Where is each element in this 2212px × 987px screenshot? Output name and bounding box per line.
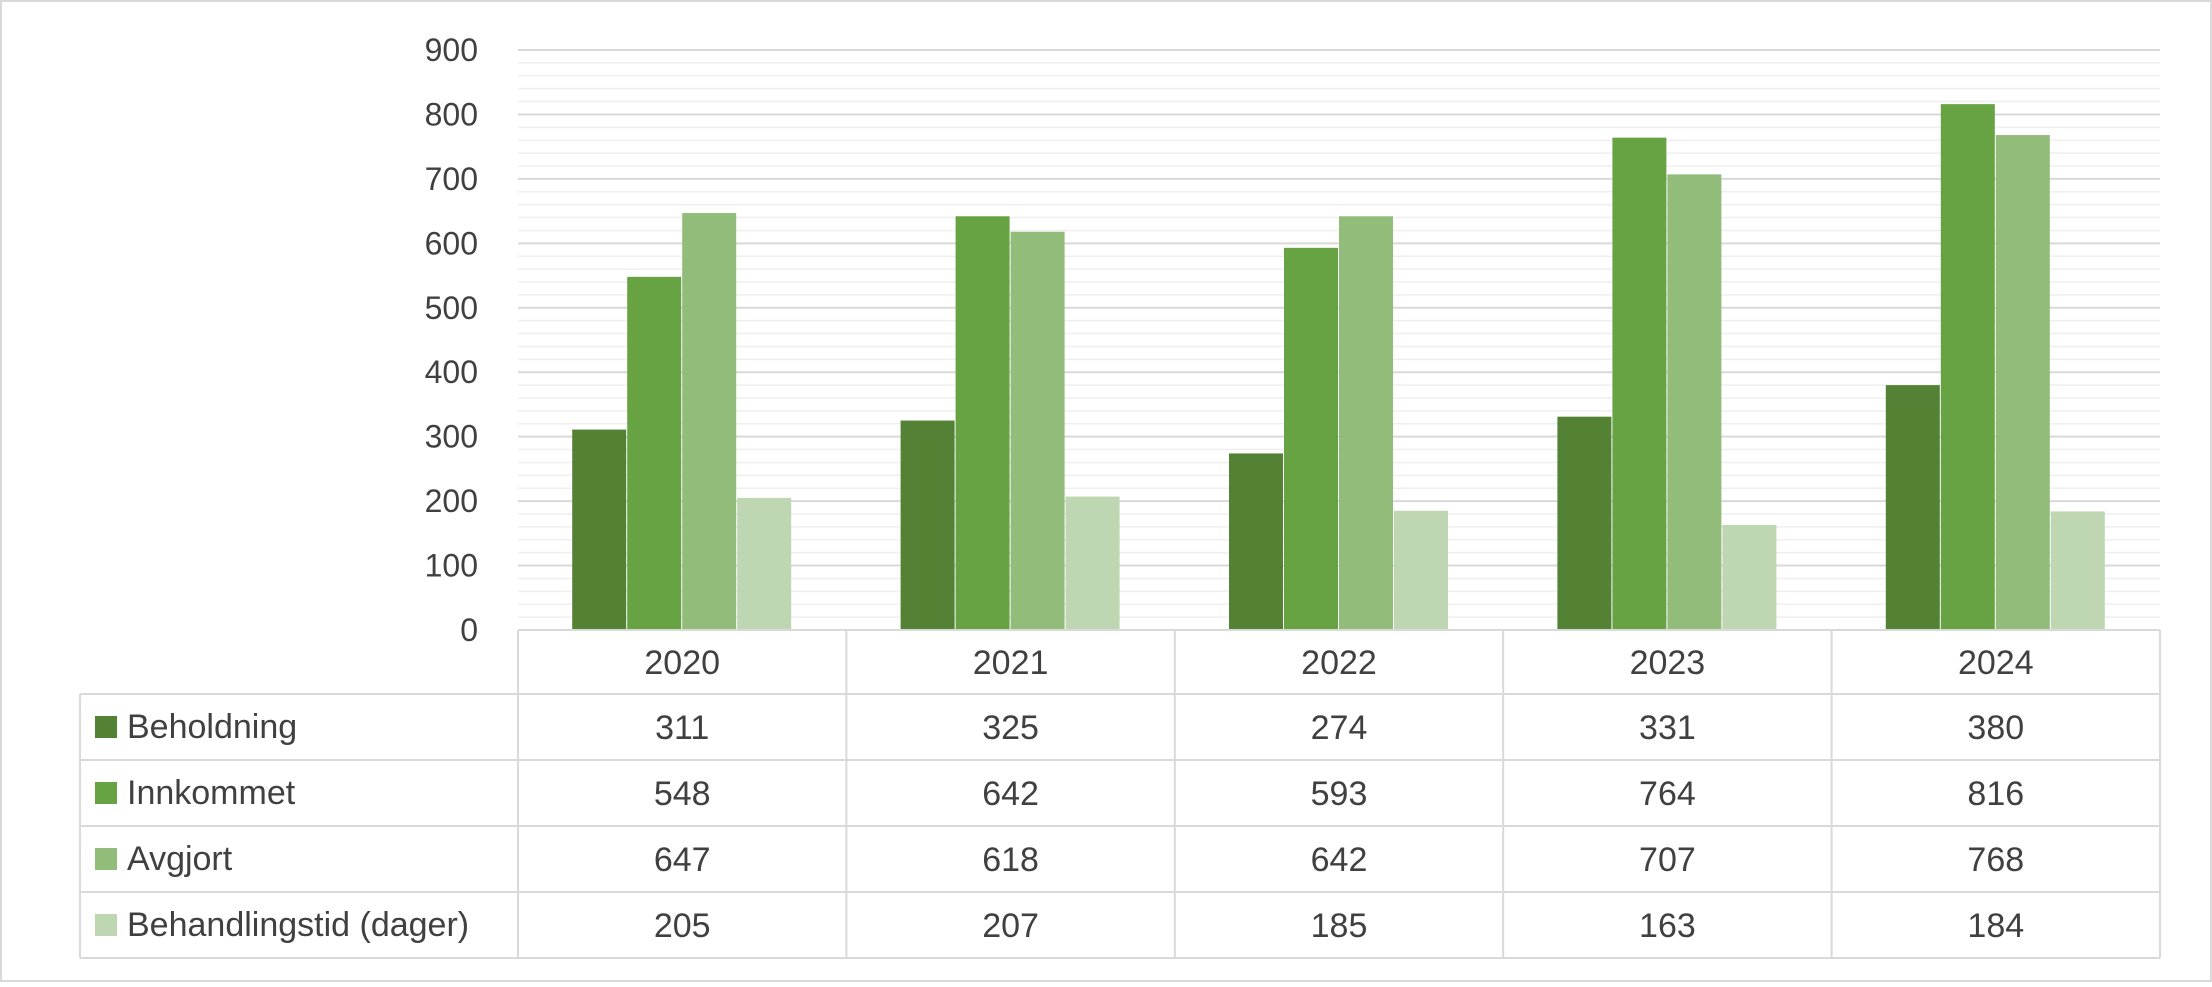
x-category-label: 2023 — [1630, 644, 1706, 682]
bar — [1339, 216, 1393, 630]
bars — [572, 104, 2105, 631]
bar — [900, 420, 955, 630]
data-label: 331 — [1639, 709, 1696, 747]
data-label: 163 — [1639, 907, 1696, 945]
data-table: 2020 2021 2022 2023 2024 Beholdning 311 325 274 3… — [79, 629, 2161, 959]
data-label: 205 — [654, 907, 711, 945]
data-label: 642 — [982, 775, 1039, 813]
data-label: 184 — [1967, 907, 2024, 945]
legend-swatch — [95, 716, 117, 738]
bar — [1667, 174, 1722, 630]
bar — [1394, 510, 1448, 630]
y-tick-label: 800 — [425, 96, 478, 132]
data-label: 207 — [982, 907, 1039, 945]
data-label: 548 — [654, 775, 711, 813]
y-tick-label: 900 — [425, 32, 478, 68]
data-label: 642 — [1311, 841, 1368, 879]
y-tick-label: 400 — [425, 354, 478, 390]
legend-label: Behandlingstid (dager) — [127, 906, 469, 944]
data-label: 707 — [1639, 841, 1696, 879]
legend-swatch — [95, 782, 117, 804]
bar — [2050, 511, 2105, 630]
bar — [1557, 416, 1612, 630]
bar — [1065, 496, 1120, 630]
bar — [955, 216, 1010, 630]
data-label: 764 — [1639, 775, 1696, 813]
bar — [1010, 231, 1065, 630]
bar — [1940, 104, 1995, 631]
data-label: 593 — [1311, 775, 1368, 813]
y-tick-label: 500 — [425, 290, 478, 326]
legend-label: Beholdning — [127, 708, 297, 746]
data-label: 325 — [982, 709, 1039, 747]
data-label: 816 — [1967, 775, 2024, 813]
x-category-label: 2024 — [1958, 644, 2034, 682]
y-tick-label: 200 — [425, 483, 478, 519]
legend-swatch — [95, 914, 117, 936]
bar — [1612, 137, 1667, 630]
bar — [572, 429, 627, 630]
bar — [1995, 135, 2050, 631]
legend-label: Avgjort — [127, 840, 233, 878]
data-label: 647 — [654, 841, 711, 879]
x-category-label: 2020 — [644, 644, 720, 682]
data-label: 380 — [1967, 709, 2024, 747]
y-tick-label: 700 — [425, 161, 478, 197]
data-label: 185 — [1311, 907, 1368, 945]
legend-label: Innkommet — [127, 774, 296, 812]
bar — [737, 497, 792, 630]
data-label: 311 — [655, 709, 709, 747]
y-tick-label: 100 — [425, 548, 478, 584]
x-category-label: 2021 — [973, 644, 1049, 682]
data-label: 618 — [982, 841, 1039, 879]
x-category-label: 2022 — [1301, 644, 1377, 682]
bar — [1284, 247, 1338, 630]
data-label: 274 — [1311, 709, 1368, 747]
y-tick-label: 600 — [425, 225, 478, 261]
y-axis-tick-labels: 0 100 200 300 400 500 600 700 800 900 — [425, 32, 478, 648]
bar — [1229, 453, 1283, 630]
bar — [1885, 385, 1940, 630]
legend-swatch — [95, 848, 117, 870]
data-label: 768 — [1967, 841, 2024, 879]
bar — [627, 276, 682, 630]
bar — [682, 213, 737, 631]
y-tick-label: 300 — [425, 419, 478, 455]
bar — [1722, 524, 1777, 630]
y-tick-label: 0 — [460, 612, 478, 648]
